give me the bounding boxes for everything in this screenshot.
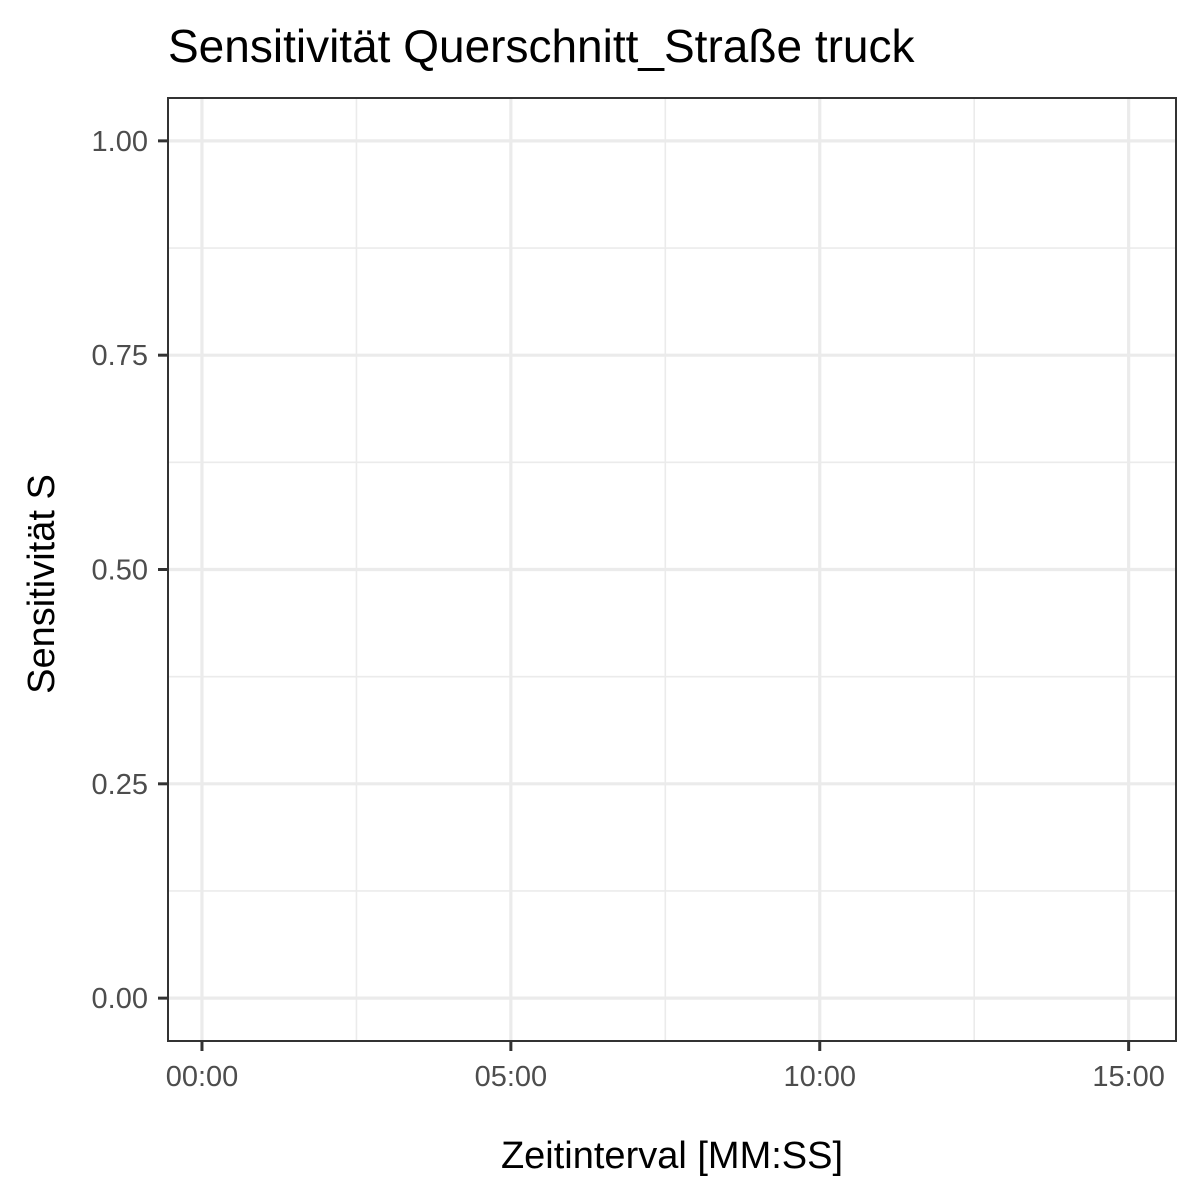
- y-tick-label: 0.75: [92, 340, 148, 372]
- y-axis-title: Sensitivität S: [21, 474, 63, 694]
- x-tick-label: 10:00: [783, 1061, 856, 1093]
- y-tick-label: 1.00: [92, 126, 148, 158]
- y-tick-label: 0.00: [92, 983, 148, 1015]
- x-tick-label: 00:00: [166, 1061, 239, 1093]
- grid-layer: [168, 98, 1176, 1041]
- y-tick-label: 0.25: [92, 769, 148, 801]
- x-tick-label: 05:00: [475, 1061, 548, 1093]
- y-tick-label: 0.50: [92, 555, 148, 587]
- ticks-layer: 00:00 05:00 10:00 15:00 0.00 0.25 0.50 0.75 1.00: [92, 126, 1165, 1093]
- x-axis-title: Zeitinterval [MM:SS]: [501, 1135, 843, 1177]
- chart-title: Sensitivität Querschnitt_Straße truck: [168, 20, 916, 72]
- x-tick-label: 15:00: [1092, 1061, 1165, 1093]
